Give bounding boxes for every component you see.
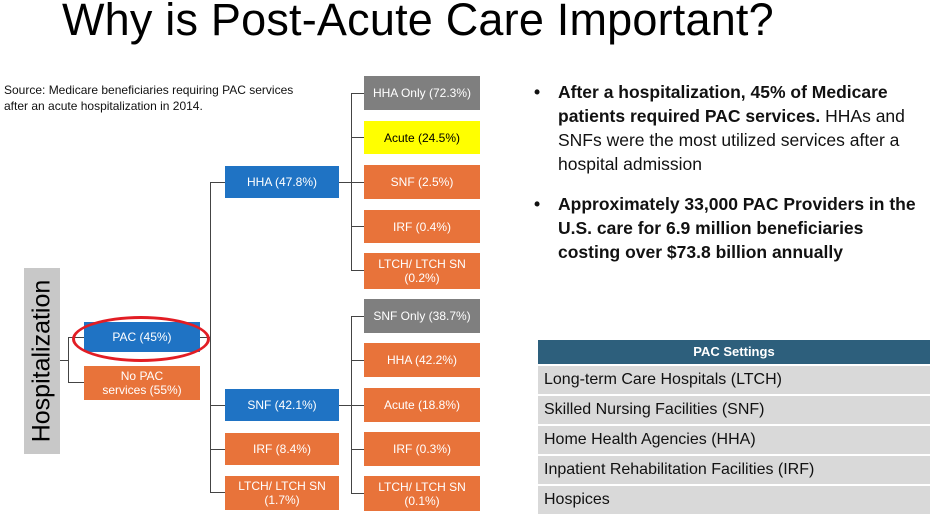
key-points: • After a hospitalization, 45% of Medica…	[532, 80, 928, 280]
connector	[351, 493, 364, 494]
connector	[351, 316, 364, 317]
connector	[351, 449, 364, 450]
table-row: Home Health Agencies (HHA)	[538, 424, 930, 454]
connector	[339, 405, 351, 406]
bullet-icon: •	[534, 82, 541, 102]
hha-ltch-node: LTCH/ LTCH SN (0.2%)	[364, 253, 480, 289]
ltch-node: LTCH/ LTCH SN (1.7%)	[225, 476, 339, 510]
connector	[351, 93, 364, 94]
table-row: Skilled Nursing Facilities (SNF)	[538, 394, 930, 424]
connector	[351, 226, 364, 227]
connector	[68, 382, 84, 383]
snf-only-node: SNF Only (38.7%)	[364, 299, 480, 333]
table-row: Inpatient Rehabilitation Facilities (IRF…	[538, 454, 930, 484]
connector	[351, 137, 364, 138]
bullet-text: HHAs and SNFs were the most utilized ser…	[558, 106, 905, 174]
table-header: PAC Settings	[538, 340, 930, 364]
pac-settings-table: PAC Settings Long-term Care Hospitals (L…	[538, 340, 930, 514]
no-pac-node: No PAC services (55%)	[84, 366, 200, 400]
connector	[339, 182, 351, 183]
connector	[351, 360, 364, 361]
snf-node: SNF (42.1%)	[225, 389, 339, 421]
bullet-bold: Approximately 33,000 PAC Providers in th…	[558, 194, 916, 262]
table-row: Hospices	[538, 484, 930, 514]
bullet-item: • Approximately 33,000 PAC Providers in …	[532, 192, 928, 264]
bullet-item: • After a hospitalization, 45% of Medica…	[532, 80, 928, 176]
connector	[210, 405, 225, 406]
connector	[210, 492, 225, 493]
hha-node: HHA (47.8%)	[225, 166, 339, 198]
table-row: Long-term Care Hospitals (LTCH)	[538, 364, 930, 394]
page-title: Why is Post-Acute Care Important?	[62, 0, 774, 45]
hha-snf-node: SNF (2.5%)	[364, 165, 480, 199]
bullet-bold: After a hospitalization, 45% of Medicare…	[558, 82, 888, 126]
connector	[210, 182, 225, 183]
hha-only-node: HHA Only (72.3%)	[364, 76, 480, 110]
connector	[351, 182, 364, 183]
connector	[351, 270, 364, 271]
hha-acute-node: Acute (24.5%)	[364, 121, 480, 154]
connector	[68, 337, 69, 383]
snf-acute-node: Acute (18.8%)	[364, 388, 480, 422]
bullet-icon: •	[534, 194, 541, 214]
connector	[210, 182, 211, 493]
highlight-ring	[72, 316, 210, 362]
hospitalization-root: Hospitalization	[24, 268, 60, 454]
connector	[60, 360, 68, 361]
snf-irf-node: IRF (0.3%)	[364, 432, 480, 466]
snf-hha-node: HHA (42.2%)	[364, 343, 480, 377]
snf-ltch-node: LTCH/ LTCH SN (0.1%)	[364, 476, 480, 511]
irf-node: IRF (8.4%)	[225, 433, 339, 465]
connector	[351, 405, 364, 406]
source-note: Source: Medicare beneficiaries requiring…	[4, 83, 294, 113]
hha-irf-node: IRF (0.4%)	[364, 210, 480, 243]
connector	[210, 449, 225, 450]
hospitalization-label: Hospitalization	[27, 279, 56, 443]
